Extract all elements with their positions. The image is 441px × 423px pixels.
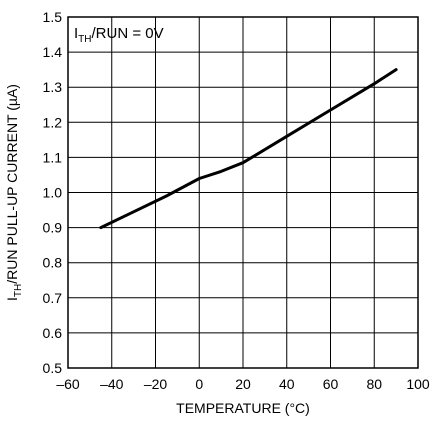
- annotation-prefix: I: [74, 25, 78, 42]
- y-axis-title-suffix: /RUN PULL-UP CURRENT (µA): [4, 84, 20, 284]
- x-tick-label: 40: [279, 376, 295, 392]
- y-tick-label: 1.5: [43, 9, 63, 25]
- x-tick-label: –40: [100, 376, 124, 392]
- y-tick-label: 1.1: [43, 149, 63, 165]
- y-tick-label: 0.9: [43, 220, 63, 236]
- grid: [68, 17, 418, 368]
- y-tick-label: 1.0: [43, 185, 63, 201]
- y-tick-label: 0.8: [43, 255, 63, 271]
- y-tick-labels: 0.5 0.6 0.7 0.8 0.9 1.0 1.1 1.2 1.3 1.4 1.5: [43, 9, 63, 376]
- x-tick-label: 0: [195, 376, 203, 392]
- x-tick-label: 100: [406, 376, 430, 392]
- x-tick-labels: –60 –40 –20 0 20 40 60 80 100: [56, 376, 430, 392]
- annotation-suffix: /RUN = 0V: [92, 25, 164, 42]
- x-tick-label: –60: [56, 376, 80, 392]
- x-tick-label: 60: [323, 376, 339, 392]
- y-axis-title: ITH/RUN PULL-UP CURRENT (µA): [4, 84, 24, 301]
- y-tick-label: 1.4: [43, 44, 63, 60]
- x-axis-title: TEMPERATURE (°C): [176, 400, 310, 416]
- y-tick-label: 0.7: [43, 290, 63, 306]
- y-tick-label: 0.5: [43, 360, 63, 376]
- y-tick-label: 1.3: [43, 79, 63, 95]
- annotation-subscript: TH: [78, 34, 91, 45]
- annotation-label: ITH/RUN = 0V: [74, 25, 164, 45]
- y-tick-label: 0.6: [43, 325, 63, 341]
- x-tick-label: –20: [144, 376, 168, 392]
- x-tick-label: 80: [366, 376, 382, 392]
- y-axis-title-subscript: TH: [13, 284, 24, 297]
- series-line: [99, 68, 398, 230]
- y-axis-title-prefix: I: [4, 297, 20, 301]
- x-tick-label: 20: [235, 376, 251, 392]
- y-tick-label: 1.2: [43, 114, 63, 130]
- plot-frame: [67, 16, 419, 369]
